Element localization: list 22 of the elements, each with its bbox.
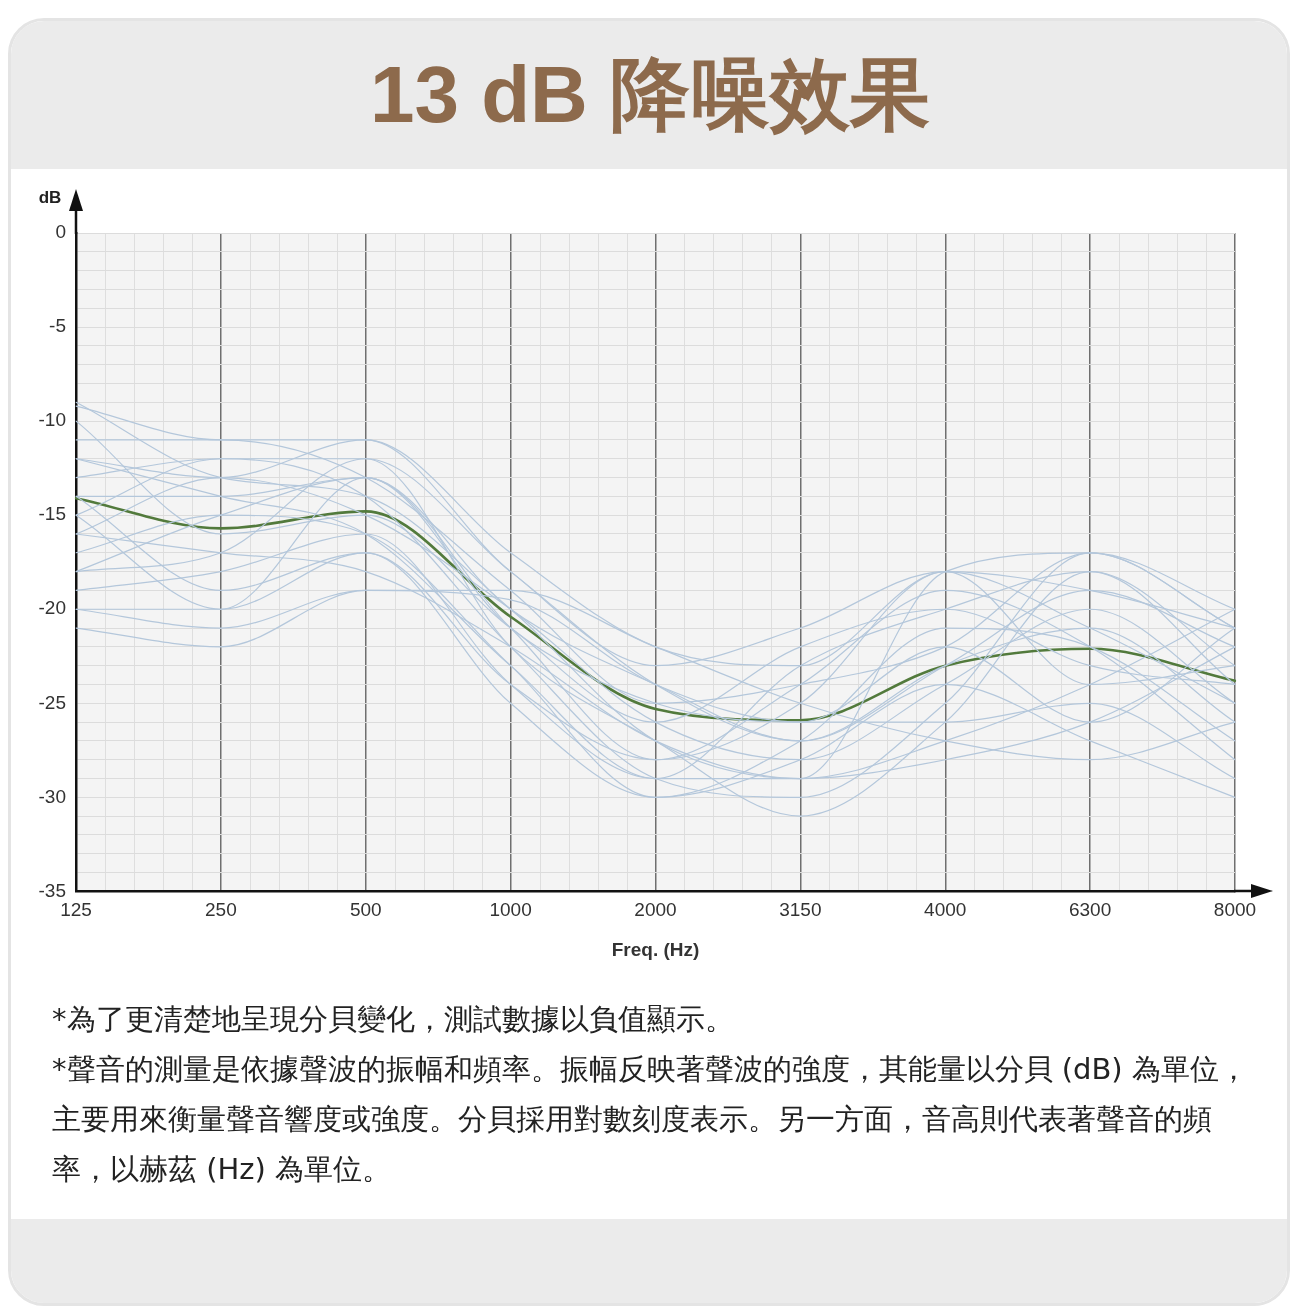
x-tick-label: 125 <box>60 899 92 921</box>
y-tick-label: -30 <box>38 785 66 807</box>
x-axis-title: Freq. (Hz) <box>611 938 700 960</box>
y-tick-label: 0 <box>55 221 66 243</box>
x-tick-label: 3150 <box>779 899 822 921</box>
y-tick-label: -35 <box>38 879 66 901</box>
x-tick-label: 1000 <box>489 899 532 921</box>
x-tick-label: 500 <box>349 899 382 921</box>
x-tick-label: 4000 <box>924 899 967 921</box>
y-tick-label: -15 <box>38 503 66 525</box>
y-tick-label: -20 <box>38 597 66 619</box>
x-tick-label: 8000 <box>1213 899 1257 921</box>
text: *聲音的測量是依據聲波的振幅和頻率。振幅反映著聲波的強度，其能量以分貝 (dB) 為單位，主要用來衡量聲音響度或強度。分貝採用對數刻度表示。另一方面，音高則代表著聲音的頻率，以赫茲 (Hz) 為單位。 <box>52 1051 1249 1188</box>
y-tick-label: -25 <box>38 691 66 713</box>
text: *為了更清楚地呈現分貝變化，測試數據以負值顯示。 <box>52 1001 735 1038</box>
x-tick-label: 250 <box>205 899 237 921</box>
x-tick-label: 6300 <box>1068 899 1112 921</box>
y-tick-label: -10 <box>38 409 66 431</box>
chart-title: 13 dB 降噪效果 <box>368 49 932 141</box>
x-tick-label: 2000 <box>634 899 677 921</box>
y-tick-label: -5 <box>49 315 66 337</box>
y-axis-title: dB <box>38 187 62 207</box>
